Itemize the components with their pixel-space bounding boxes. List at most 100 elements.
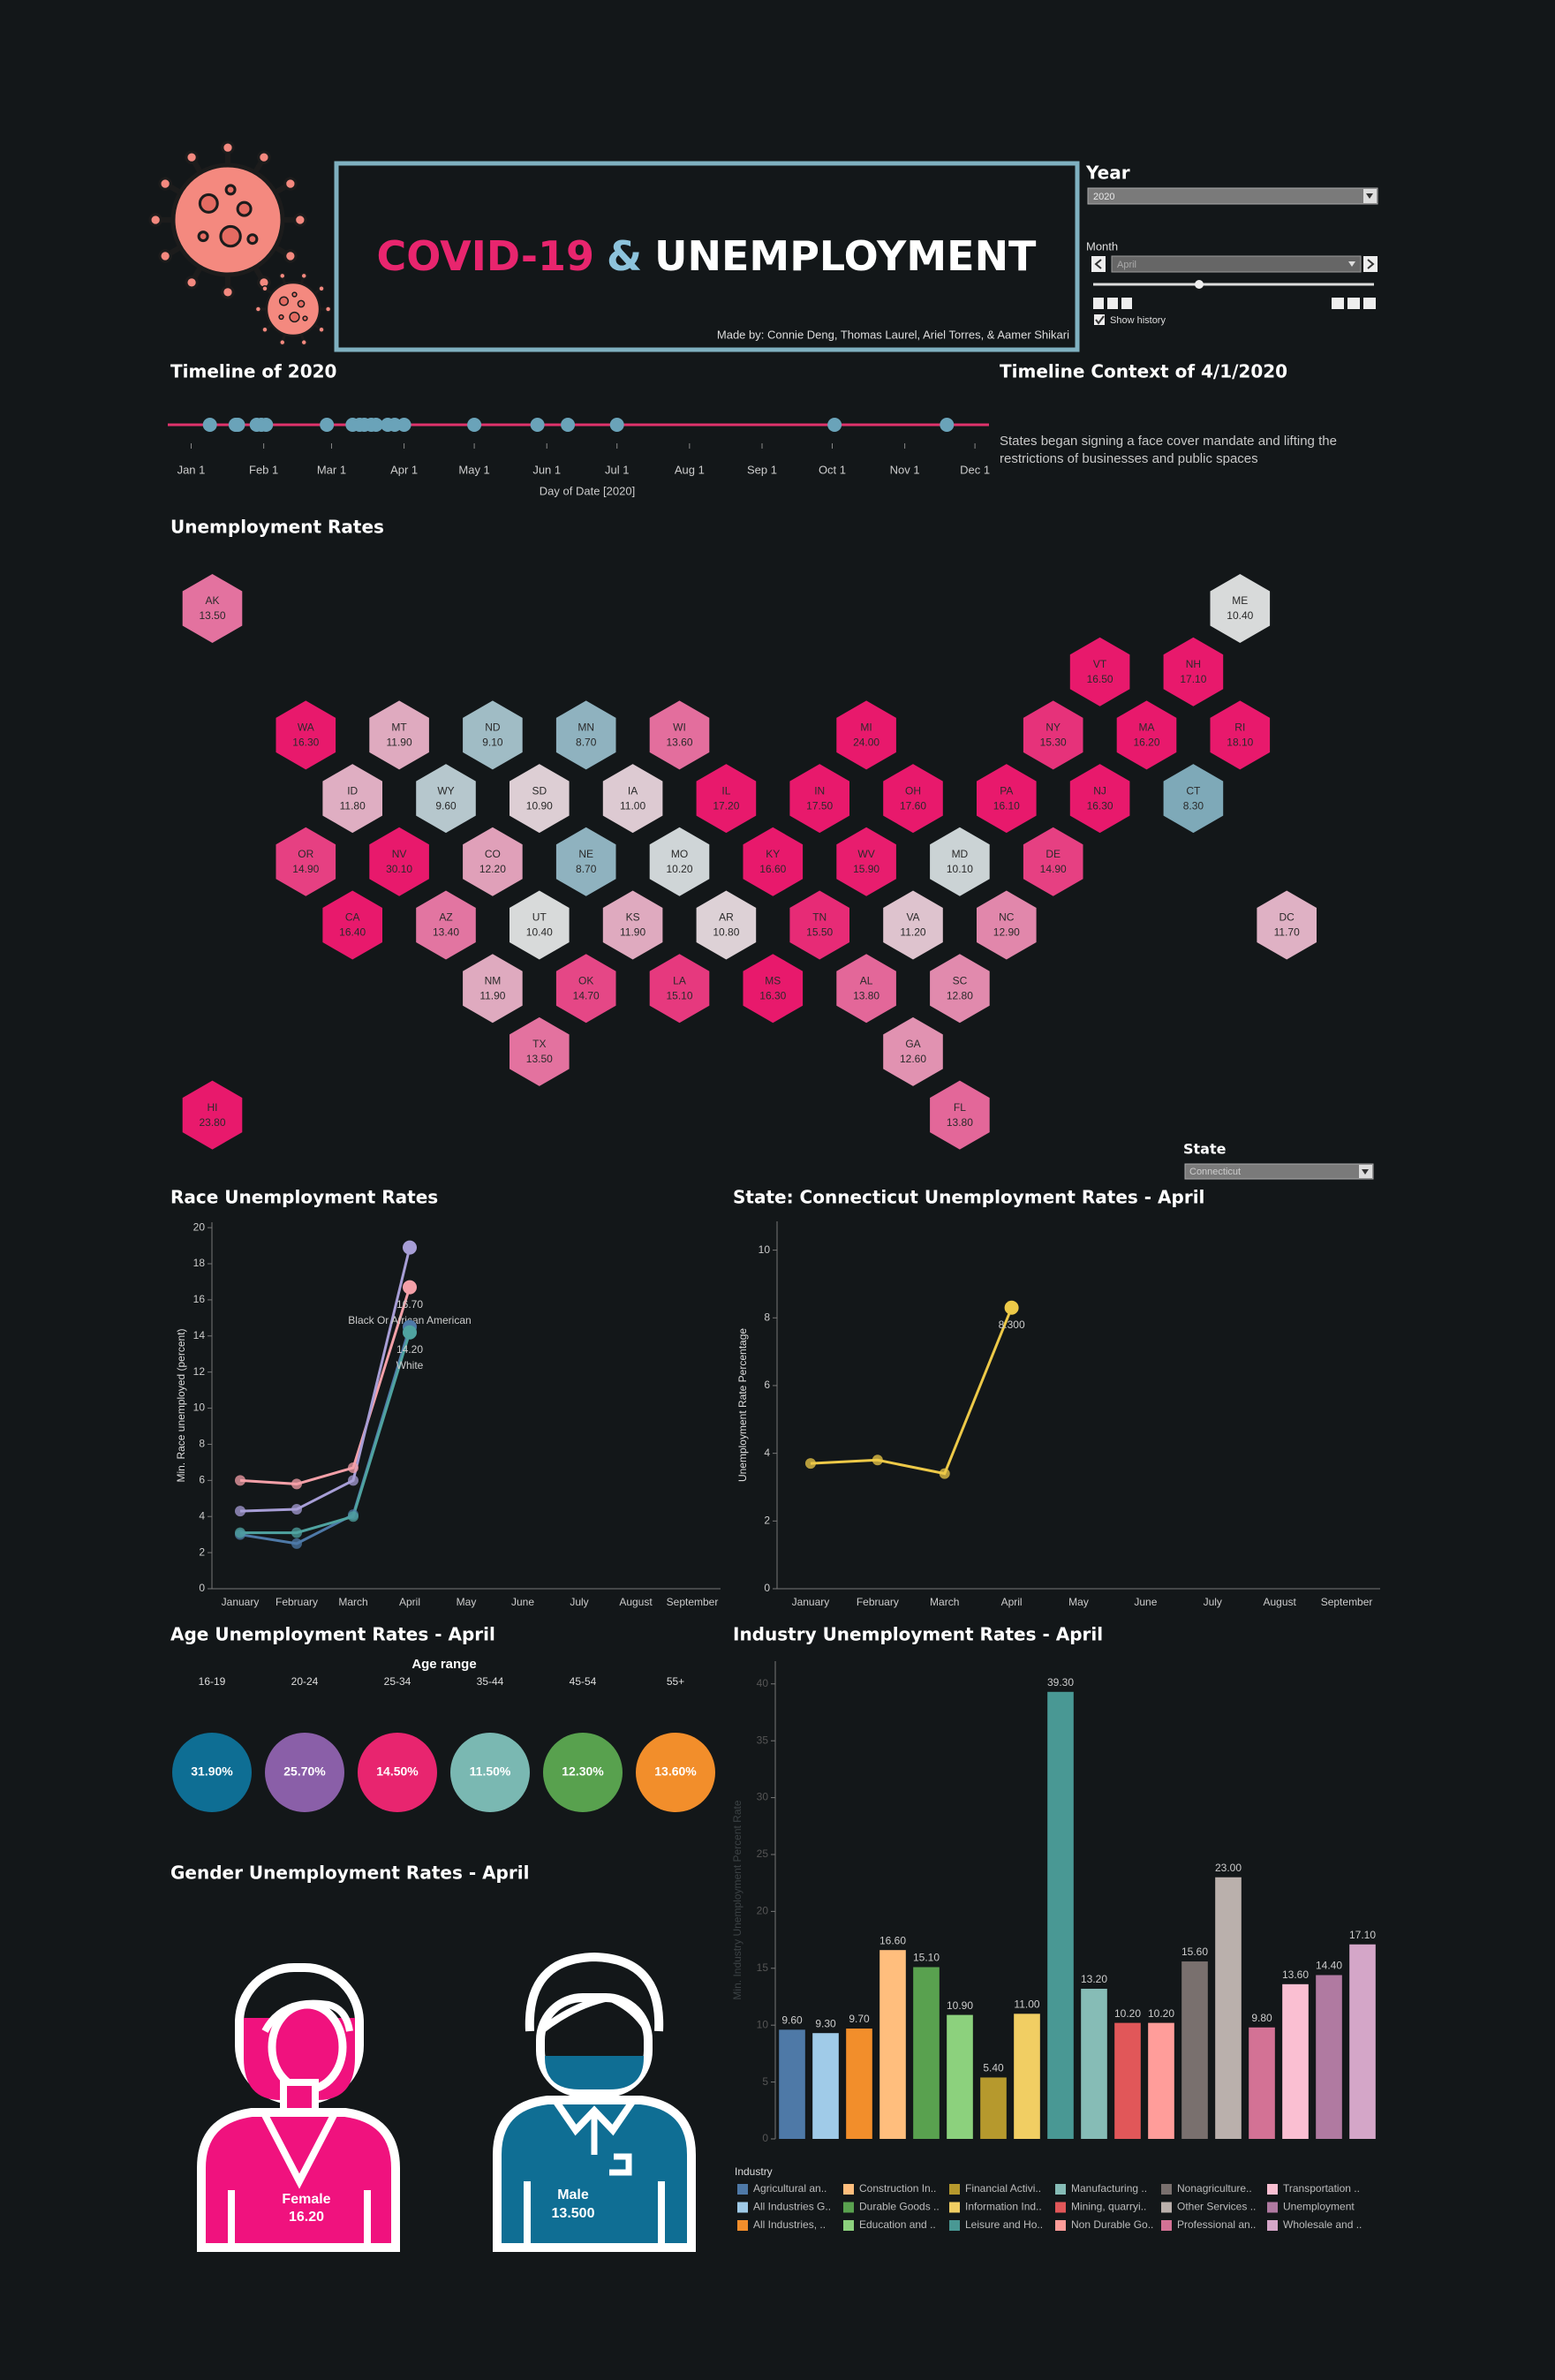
state-label: CO [485,848,501,860]
virus-spike-tip [261,326,268,334]
state-hex [463,827,523,896]
state-dropdown[interactable]: Connecticut [1184,1163,1374,1180]
state-value: 15.30 [1040,737,1067,749]
state-label: MS [765,974,781,986]
legend-label: Wholesale and .. [1283,2218,1362,2231]
state-hex [1210,700,1271,770]
state-hex [883,1016,943,1086]
age-circle [636,1733,715,1812]
bar [812,2033,839,2139]
month-dropdown[interactable]: April [1091,255,1378,273]
chart-title: Timeline of 2020 [170,361,336,382]
series-line [810,1307,1014,1476]
control-button[interactable] [1093,298,1104,309]
state-value: 23.80 [199,1116,225,1129]
legend-swatch [1267,2184,1278,2195]
x-tick-label: Dec 1 [960,463,990,476]
y-tick-label: 5 [762,2075,768,2088]
speed-button[interactable] [1332,298,1344,309]
dropdown-arrow [1348,261,1355,267]
hair-line [538,1993,652,2035]
next-icon [1367,259,1375,269]
state-value: 9.10 [482,737,503,749]
series-line [239,1287,411,1485]
state-label: TN [812,911,827,924]
data-point [291,1478,302,1490]
state-value: 16.30 [1087,799,1113,812]
virus-spike-tip [185,276,199,290]
state-value: 15.90 [853,863,879,875]
bar [879,1950,906,2139]
state-value: 10.20 [666,863,692,875]
state-hex [416,764,476,834]
title-part: & [607,232,642,280]
speed-button[interactable] [1347,298,1360,309]
data-label: 8.300 [999,1318,1025,1331]
dropdown-box[interactable] [1087,187,1378,205]
state-label: CT [1186,784,1201,797]
virus-spot [219,224,242,248]
legend-swatch [949,2184,960,2195]
legend-label: Education and .. [859,2218,936,2231]
virus-spot [297,299,306,308]
x-tick-label: Oct 1 [819,463,846,476]
y-axis-title: Min. Race unemployed (percent) [175,1328,187,1482]
state-value: 18.10 [1227,737,1253,749]
state-hex [369,700,429,770]
state-value: 30.10 [386,863,412,875]
control-button[interactable] [1121,298,1132,309]
playback-controls[interactable] [1093,298,1376,309]
virus-spike-tip [300,272,307,280]
x-tick-label: Nov 1 [890,463,920,476]
year-dropdown[interactable]: 2020 [1087,187,1378,205]
dropdown-box[interactable] [1184,1163,1374,1180]
dashboard-title: COVID-19 & UNEMPLOYMENT [377,232,1038,280]
state-label: MO [671,848,688,860]
y-tick-label: 16 [193,1293,206,1305]
state-hex [602,764,663,834]
y-tick-label: 0 [762,2132,768,2144]
state-hex [836,700,896,770]
state-value: 8.30 [1183,799,1204,812]
bar [913,1967,940,2139]
category-label: 16-19 [199,1675,226,1688]
state-value: 13.40 [433,926,459,939]
legend-swatch [949,2202,960,2213]
state-hex [836,954,896,1024]
virus-spot [236,200,253,217]
control-button[interactable] [1107,298,1118,309]
speed-button[interactable] [1363,298,1376,309]
state-hex [369,827,429,896]
legend-label: Mining, quarryi.. [1071,2201,1146,2213]
slider-thumb[interactable] [1195,280,1204,289]
state-value: 16.40 [339,926,366,939]
dropdown-value: 2020 [1093,192,1114,202]
state-hex [930,827,990,896]
state-hex [743,827,804,896]
prev-button[interactable] [1091,256,1106,272]
legend-label: Professional an.. [1177,2218,1256,2231]
gender-label: Male [557,2187,589,2202]
shirt-detail [591,2115,632,2176]
next-button[interactable] [1363,256,1378,272]
data-label: 11.50% [470,1764,511,1779]
series-line [240,1332,411,1535]
state-value: 11.90 [620,926,645,939]
legend-label: Unemployment [1283,2201,1355,2213]
data-point [235,1527,245,1538]
chart-title: Age Unemployment Rates - April [170,1624,495,1645]
data-label: 11.00 [1014,1998,1039,2010]
virus-spot [246,233,259,246]
chart-title: Industry Unemployment Rates - April [733,1624,1103,1645]
data-label: 12.30% [562,1764,604,1779]
dropdown-box[interactable] [1111,255,1362,273]
legend-label: Other Services .. [1177,2201,1256,2213]
state-hex [977,764,1037,834]
legend-label: All Industries G.. [753,2201,831,2213]
legend-title: Industry [735,2165,773,2178]
female-icon: Female 16.20 [197,1963,400,2252]
data-point [1004,1300,1019,1315]
y-tick-label: 35 [757,1734,769,1746]
state-label: NC [999,911,1015,924]
virus-spot [198,193,219,214]
